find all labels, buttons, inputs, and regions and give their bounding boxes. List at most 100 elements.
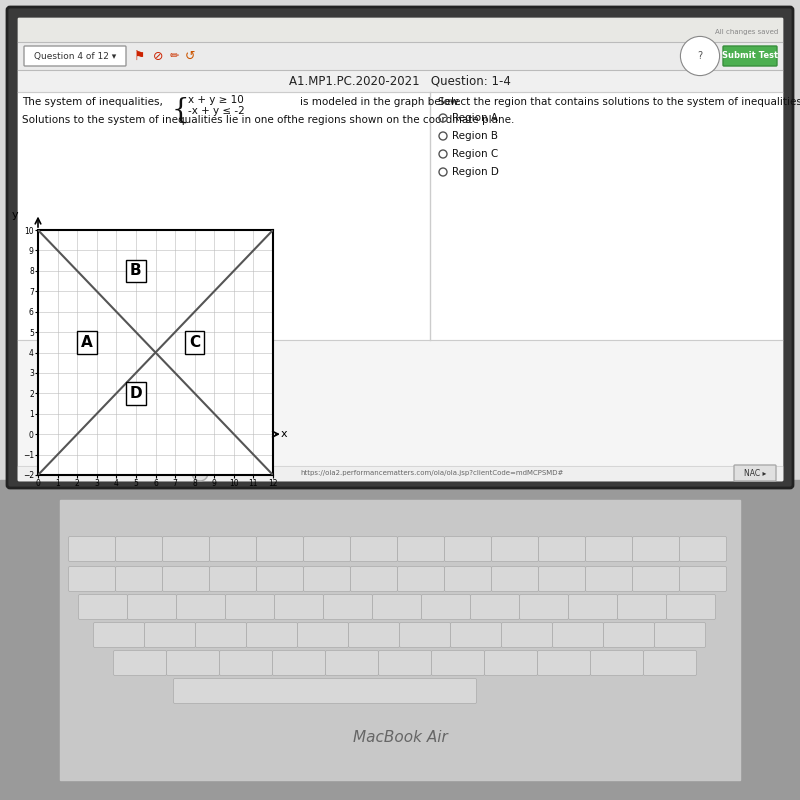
FancyBboxPatch shape <box>378 650 431 675</box>
FancyBboxPatch shape <box>553 622 603 647</box>
FancyBboxPatch shape <box>491 537 538 562</box>
FancyBboxPatch shape <box>590 650 643 675</box>
Text: https://ola2.performancematters.com/ola/ola.jsp?clientCode=mdMCPSMD#: https://ola2.performancematters.com/ola/… <box>300 470 563 476</box>
Text: x: x <box>281 429 287 439</box>
Text: B: B <box>130 263 142 278</box>
FancyBboxPatch shape <box>399 622 450 647</box>
Bar <box>60 500 740 780</box>
FancyBboxPatch shape <box>519 594 569 619</box>
FancyBboxPatch shape <box>349 622 399 647</box>
Text: ⚑: ⚑ <box>134 50 146 62</box>
FancyBboxPatch shape <box>350 537 398 562</box>
FancyBboxPatch shape <box>445 566 491 591</box>
FancyBboxPatch shape <box>69 537 115 562</box>
FancyBboxPatch shape <box>195 622 246 647</box>
FancyBboxPatch shape <box>445 537 491 562</box>
Text: NAC ▸: NAC ▸ <box>744 469 766 478</box>
FancyBboxPatch shape <box>323 594 373 619</box>
FancyBboxPatch shape <box>303 566 350 591</box>
FancyBboxPatch shape <box>114 650 166 675</box>
FancyBboxPatch shape <box>734 465 776 481</box>
Text: -x + y ≤ -2: -x + y ≤ -2 <box>188 106 245 116</box>
FancyBboxPatch shape <box>666 594 715 619</box>
FancyBboxPatch shape <box>298 622 349 647</box>
Text: D: D <box>130 386 142 401</box>
FancyBboxPatch shape <box>166 650 219 675</box>
FancyBboxPatch shape <box>246 622 298 647</box>
Text: Region A: Region A <box>452 113 498 123</box>
FancyBboxPatch shape <box>226 594 274 619</box>
FancyBboxPatch shape <box>273 650 326 675</box>
Text: ←: ← <box>195 468 205 478</box>
FancyBboxPatch shape <box>398 566 445 591</box>
Text: All changes saved: All changes saved <box>714 29 778 35</box>
FancyBboxPatch shape <box>373 594 422 619</box>
FancyBboxPatch shape <box>174 678 477 703</box>
Text: Region B: Region B <box>452 131 498 141</box>
Text: A: A <box>81 334 93 350</box>
Text: MacBook Air: MacBook Air <box>353 730 447 746</box>
FancyBboxPatch shape <box>633 566 679 591</box>
Text: Solutions to the system of inequalities lie in one of​the regions shown on the c: Solutions to the system of inequalities … <box>22 115 514 125</box>
FancyBboxPatch shape <box>177 594 226 619</box>
FancyBboxPatch shape <box>210 566 257 591</box>
Text: ⊘: ⊘ <box>153 50 163 62</box>
FancyBboxPatch shape <box>24 46 126 66</box>
Bar <box>0 480 800 800</box>
FancyBboxPatch shape <box>431 650 485 675</box>
FancyBboxPatch shape <box>162 566 210 591</box>
Text: x + y ≥ 10: x + y ≥ 10 <box>188 95 244 105</box>
Text: A1.MP1.PC.2020-2021   Question: 1-4: A1.MP1.PC.2020-2021 Question: 1-4 <box>289 74 511 87</box>
Text: ?: ? <box>698 51 702 61</box>
FancyBboxPatch shape <box>303 537 350 562</box>
FancyBboxPatch shape <box>586 537 633 562</box>
FancyBboxPatch shape <box>450 622 502 647</box>
FancyBboxPatch shape <box>115 566 162 591</box>
FancyBboxPatch shape <box>115 537 162 562</box>
FancyBboxPatch shape <box>569 594 618 619</box>
FancyBboxPatch shape <box>422 594 470 619</box>
FancyBboxPatch shape <box>127 594 177 619</box>
Bar <box>18 42 782 70</box>
FancyBboxPatch shape <box>257 566 303 591</box>
FancyBboxPatch shape <box>643 650 697 675</box>
Text: Region C: Region C <box>452 149 498 159</box>
FancyBboxPatch shape <box>257 537 303 562</box>
Text: y: y <box>11 210 18 220</box>
FancyBboxPatch shape <box>603 622 654 647</box>
Text: Select the region that contains solutions to the system of inequalities.: Select the region that contains solution… <box>438 97 800 107</box>
FancyBboxPatch shape <box>723 46 777 66</box>
Text: is modeled in the graph below.: is modeled in the graph below. <box>300 97 461 107</box>
FancyBboxPatch shape <box>326 650 378 675</box>
FancyBboxPatch shape <box>210 537 257 562</box>
Bar <box>18 466 782 480</box>
Text: The system of inequalities,: The system of inequalities, <box>22 97 163 107</box>
FancyBboxPatch shape <box>633 537 679 562</box>
FancyBboxPatch shape <box>679 537 726 562</box>
Bar <box>18 18 782 480</box>
FancyBboxPatch shape <box>654 622 706 647</box>
Text: Region D: Region D <box>452 167 499 177</box>
FancyBboxPatch shape <box>538 566 586 591</box>
FancyBboxPatch shape <box>538 537 586 562</box>
FancyBboxPatch shape <box>679 566 726 591</box>
Circle shape <box>192 465 208 481</box>
Bar <box>18 340 782 480</box>
FancyBboxPatch shape <box>485 650 538 675</box>
FancyBboxPatch shape <box>502 622 553 647</box>
FancyBboxPatch shape <box>398 537 445 562</box>
FancyBboxPatch shape <box>162 537 210 562</box>
FancyBboxPatch shape <box>470 594 519 619</box>
Text: {: { <box>172 97 190 124</box>
FancyBboxPatch shape <box>618 594 666 619</box>
FancyBboxPatch shape <box>145 622 195 647</box>
FancyBboxPatch shape <box>586 566 633 591</box>
FancyBboxPatch shape <box>491 566 538 591</box>
Bar <box>18 92 782 340</box>
FancyBboxPatch shape <box>94 622 145 647</box>
Text: ↺: ↺ <box>185 50 195 62</box>
FancyBboxPatch shape <box>538 650 590 675</box>
Text: ✏: ✏ <box>170 51 178 61</box>
Bar <box>18 18 782 42</box>
Text: Question 4 of 12 ▾: Question 4 of 12 ▾ <box>34 51 116 61</box>
